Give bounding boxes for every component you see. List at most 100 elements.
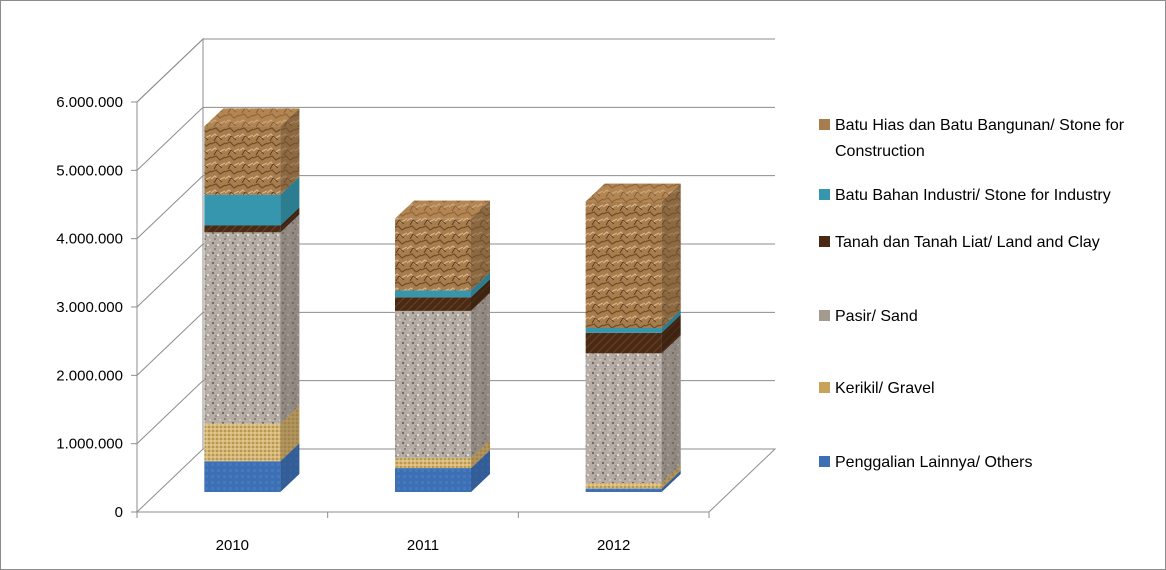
- bar-front: [204, 232, 281, 424]
- legend-item: Kerikil/ Gravel: [819, 376, 1165, 402]
- bar-front: [585, 328, 662, 333]
- gridlines: [136, 38, 775, 445]
- bar-segment: [204, 405, 300, 462]
- bar-segment: [395, 450, 490, 492]
- y-tick-label: 3.000.000: [56, 299, 123, 316]
- bar-front: [204, 461, 281, 492]
- gridline: [136, 106, 775, 171]
- gridline: [136, 311, 775, 376]
- y-tick-label: 5.000.000: [56, 162, 123, 179]
- legend-swatch: [819, 456, 830, 467]
- bar-side-texture: [471, 292, 490, 458]
- bar-front: [395, 457, 471, 469]
- y-tick-label: 6.000.000: [56, 94, 123, 111]
- bar-segment: [395, 279, 490, 311]
- bar-stack-2011: [395, 200, 490, 492]
- bar-front: [204, 423, 281, 462]
- bar-segment: [395, 439, 490, 469]
- legend-swatch: [819, 119, 830, 130]
- bar-segment: [204, 108, 300, 195]
- legend-item: Batu Hias dan Batu Bangunan/ Stone for C…: [819, 113, 1165, 165]
- bar-side-texture: [280, 214, 300, 424]
- bar-segment: [204, 443, 300, 492]
- bar-segment: [395, 272, 490, 298]
- bar-stack-2012: [585, 183, 681, 492]
- x-tick-label: 2011: [407, 537, 439, 554]
- legend-label: Kerikil/ Gravel: [835, 380, 935, 397]
- bar-side-texture: [471, 200, 490, 291]
- bar-side-texture: [471, 279, 490, 311]
- bar-segment: [585, 465, 681, 489]
- bar-front: [395, 310, 471, 458]
- bar-side-texture: [280, 108, 300, 195]
- bar-side-texture: [661, 314, 681, 354]
- bar-segment: [395, 200, 490, 291]
- bar-front: [585, 201, 662, 328]
- legend-item: Pasir/ Sand: [819, 304, 1165, 330]
- bar-side-texture: [661, 465, 681, 489]
- bar-side-texture: [661, 310, 681, 333]
- bar-front: [585, 488, 662, 492]
- bar-front: [585, 332, 662, 354]
- bars: [204, 108, 681, 492]
- y-tick-label: 1.000.000: [56, 436, 123, 453]
- legend-swatch: [819, 236, 830, 247]
- bar-segment: [204, 214, 300, 424]
- bar-top-texture: [585, 183, 681, 202]
- gridline: [136, 175, 775, 240]
- gridline: [136, 38, 775, 103]
- bar-segment: [585, 310, 681, 333]
- bar-top-texture: [204, 108, 300, 127]
- bar-segment: [585, 183, 681, 328]
- bar-stack-2010: [204, 108, 300, 492]
- bar-front: [395, 218, 471, 291]
- bar-front: [395, 468, 471, 492]
- bar-side-texture: [280, 405, 300, 462]
- bar-front: [395, 297, 471, 311]
- legend-label: Pasir/ Sand: [835, 308, 918, 325]
- y-tick-label: 4.000.000: [56, 231, 123, 248]
- legend-swatch: [819, 310, 830, 321]
- legend-label: Batu Hias dan Batu Bangunan/ Stone for C…: [835, 117, 1125, 160]
- bar-side-texture: [471, 450, 490, 492]
- bar-side-texture: [661, 335, 681, 484]
- bar-side-texture: [471, 272, 490, 298]
- legend-swatch: [819, 382, 830, 393]
- bar-side-texture: [661, 183, 681, 328]
- bar-segment: [585, 470, 681, 492]
- x-axis: 2010 2011 2012: [136, 511, 710, 554]
- bar-segment: [204, 207, 300, 233]
- x-tick-label: 2010: [216, 537, 249, 554]
- legend-label: Penggalian Lainnya/ Others: [835, 454, 1033, 471]
- bar-front: [204, 194, 281, 226]
- bar-front: [395, 290, 471, 298]
- bar-side-texture: [280, 207, 300, 233]
- bar-side-texture: [661, 470, 681, 492]
- y-axis: 0 1.000.000 2.000.000 3.000.000 4.000.000 5.0…: [56, 94, 138, 521]
- gridline: [136, 380, 775, 445]
- bar-segment: [585, 314, 681, 354]
- y-tick-label: 2.000.000: [56, 367, 123, 384]
- legend-item: Penggalian Lainnya/ Others: [819, 450, 1165, 476]
- bar-front: [204, 225, 281, 233]
- legend-label: Batu Bahan Industri/ Stone for Industry: [835, 187, 1111, 204]
- bar-segment: [204, 176, 300, 226]
- legend-label: Tanah dan Tanah Liat/ Land and Clay: [835, 234, 1100, 251]
- bar-side-texture: [280, 443, 300, 492]
- bar-segment: [585, 335, 681, 484]
- bar-front: [585, 353, 662, 484]
- bar-segment: [395, 292, 490, 458]
- legend-item: Batu Bahan Industri/ Stone for Industry: [819, 183, 1165, 209]
- bar-front: [204, 126, 281, 195]
- bar-front: [585, 483, 662, 489]
- legend-item: Tanah dan Tanah Liat/ Land and Clay: [819, 230, 1165, 256]
- bar-side-texture: [471, 439, 490, 469]
- x-tick-label: 2012: [597, 537, 630, 554]
- y-tick-label: 0: [115, 504, 123, 521]
- bar-top-texture: [395, 200, 490, 219]
- bar-side-texture: [280, 176, 300, 226]
- legend-swatch: [819, 189, 830, 200]
- gridline: [136, 243, 775, 308]
